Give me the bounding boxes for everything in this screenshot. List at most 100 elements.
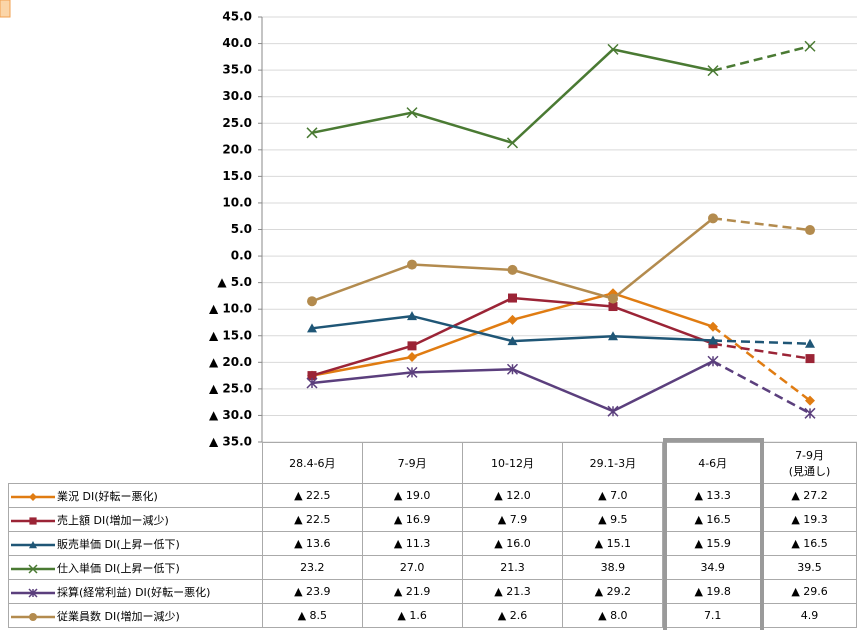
table-row: 業況 DI(好転ー悪化) ▲ 22.5 ▲ 19.0 ▲ 12.0 ▲ 7.0 ▲ 13.… <box>8 483 857 508</box>
series-line <box>311 291 811 402</box>
legend-label: 仕入単価 DI(上昇ー低下) <box>57 561 180 575</box>
marker <box>608 293 618 304</box>
y-tick-label: ▲ 20.0 <box>209 355 252 369</box>
table-corner <box>9 443 263 484</box>
marker <box>307 371 317 381</box>
value-label: ▲ 29.2 <box>562 579 664 604</box>
legend-entry: 売上額 DI(増加ー減少) <box>8 507 263 532</box>
value-label: ▲ 8.5 <box>261 603 363 628</box>
table-row: 従業員数 DI(増加ー減少) ▲ 8.5 ▲ 1.6 ▲ 2.6 ▲ 8.0 7.1 4.9 <box>8 603 857 628</box>
x-tick-label: 28.4-6月 <box>261 442 363 484</box>
marker <box>804 407 816 419</box>
y-tick-label: 30.0 <box>222 89 252 103</box>
marker <box>28 587 38 598</box>
legend-label: 売上額 DI(増加ー減少) <box>57 513 169 527</box>
marker <box>29 492 37 501</box>
data-table: 28.4-6月 7-9月 10-12月 29.1-3月 4-6月 7-9月 (見通し) 業況… <box>8 442 857 628</box>
marker <box>406 107 418 119</box>
marker <box>805 225 815 236</box>
y-tick-label: 40.0 <box>222 36 252 50</box>
legend-label: 販売単価 DI(上昇ー低下) <box>57 537 180 551</box>
value-label: ▲ 11.3 <box>361 531 463 556</box>
value-label: 7.1 <box>662 603 764 628</box>
legend-entry: 仕入単価 DI(上昇ー低下) <box>8 555 263 580</box>
marker <box>506 363 519 375</box>
y-tick-label: 0.0 <box>231 249 252 263</box>
marker <box>708 321 718 332</box>
legend-entry: 販売単価 DI(上昇ー低下) <box>8 531 263 556</box>
marker <box>507 314 518 325</box>
value-label: ▲ 23.9 <box>261 579 363 604</box>
legend-entry: 採算(経常利益) DI(好転ー悪化) <box>8 579 263 604</box>
value-label: ▲ 13.3 <box>662 483 764 508</box>
marker <box>805 354 815 364</box>
series-line <box>311 314 811 345</box>
legend-swatch <box>11 492 55 501</box>
value-label: ▲ 27.2 <box>762 483 857 508</box>
marker <box>607 405 619 417</box>
marker <box>805 338 815 348</box>
marker <box>407 341 417 351</box>
value-label: ▲ 7.0 <box>562 483 664 508</box>
marker <box>407 311 417 321</box>
x-tick-label: 4-6月 <box>662 442 764 484</box>
value-label: ▲ 7.9 <box>461 507 564 532</box>
value-label: ▲ 16.5 <box>662 507 764 532</box>
value-label: ▲ 19.3 <box>762 507 857 532</box>
legend-entry: 業況 DI(好転ー悪化) <box>8 483 263 508</box>
value-label: ▲ 15.9 <box>662 531 764 556</box>
value-label: ▲ 29.6 <box>762 579 857 604</box>
marker <box>707 65 719 77</box>
value-label: 23.2 <box>261 555 363 580</box>
value-label: ▲ 15.1 <box>562 531 664 556</box>
x-tick-label: 7-9月 <box>361 442 463 484</box>
table-row: 28.4-6月 7-9月 10-12月 29.1-3月 4-6月 7-9月 (見通し) <box>9 442 857 484</box>
y-tick-label: ▲ 15.0 <box>209 328 252 342</box>
marker <box>407 352 417 362</box>
value-label: 4.9 <box>762 603 857 628</box>
marker <box>307 323 317 333</box>
y-tick-label: 25.0 <box>222 116 252 130</box>
marker <box>507 264 518 275</box>
marker <box>608 331 618 341</box>
marker <box>29 612 37 621</box>
value-label: ▲ 19.0 <box>361 483 463 508</box>
marker <box>805 395 815 406</box>
y-tick-label: 5.0 <box>231 222 252 236</box>
y-tick-label: 10.0 <box>222 195 252 209</box>
value-label: ▲ 8.0 <box>562 603 664 628</box>
marker <box>29 516 37 525</box>
value-label: 34.9 <box>662 555 764 580</box>
value-label: ▲ 13.6 <box>261 531 363 556</box>
marker <box>306 377 318 389</box>
legend-swatch <box>11 540 55 548</box>
marker <box>608 302 618 312</box>
x-tick-label: 29.1-3月 <box>562 442 664 484</box>
value-label: ▲ 22.5 <box>261 507 363 532</box>
legend-label: 従業員数 DI(増加ー減少) <box>57 609 180 623</box>
y-tick-label: ▲ 5.0 <box>217 275 252 289</box>
marker <box>406 366 418 378</box>
table-row: 採算(経常利益) DI(好転ー悪化) ▲ 23.9 ▲ 21.9 ▲ 21.3 ▲ 29… <box>8 579 857 604</box>
value-label: ▲ 16.5 <box>762 531 857 556</box>
value-label: ▲ 21.3 <box>461 579 564 604</box>
table-row: 仕入単価 DI(上昇ー低下) 23.2 27.0 21.3 38.9 34.9 39.5 <box>8 555 857 580</box>
value-label: 39.5 <box>762 555 857 580</box>
legend-swatch <box>11 563 55 574</box>
y-tick-label: 45.0 <box>222 10 252 24</box>
marker <box>607 43 619 55</box>
marker <box>306 127 318 139</box>
y-tick-label: ▲ 30.0 <box>209 408 252 422</box>
legend-swatch <box>11 612 55 621</box>
series-line <box>311 45 811 145</box>
marker <box>28 563 38 574</box>
legend-label: 業況 DI(好転ー悪化) <box>57 489 158 503</box>
series-line <box>311 296 811 377</box>
table-row: 売上額 DI(増加ー減少) ▲ 22.5 ▲ 16.9 ▲ 7.9 ▲ 9.5 ▲ 16.… <box>8 507 857 532</box>
marker <box>707 355 719 367</box>
value-label: ▲ 19.8 <box>662 579 764 604</box>
y-tick-label: ▲ 35.0 <box>209 435 252 449</box>
value-label: ▲ 1.6 <box>361 603 463 628</box>
